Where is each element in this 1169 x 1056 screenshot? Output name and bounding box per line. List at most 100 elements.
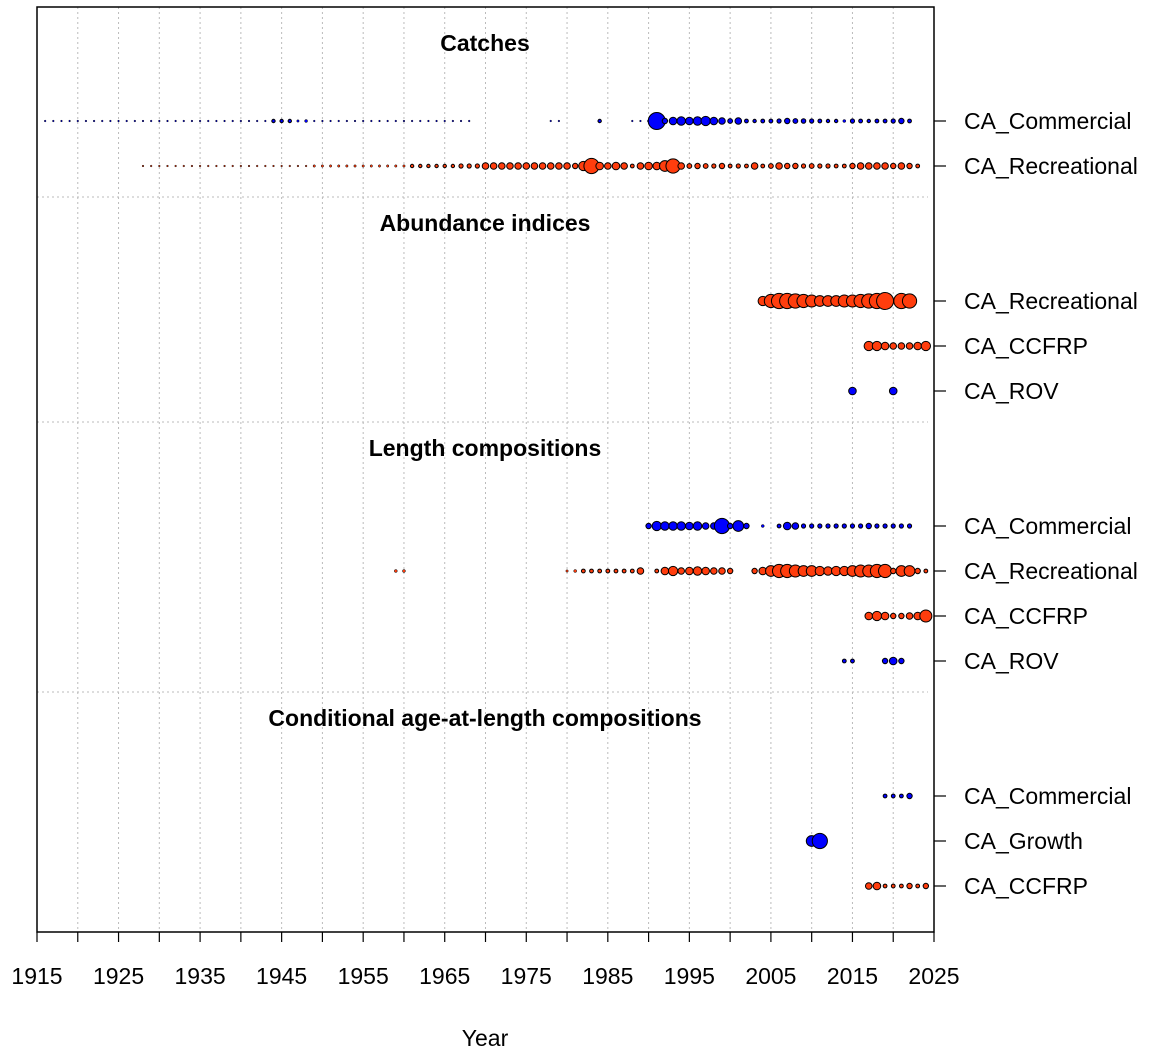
bubble	[231, 119, 234, 123]
bubble	[557, 119, 560, 123]
bubble	[898, 612, 905, 620]
bubble	[685, 566, 694, 576]
bubble	[166, 164, 169, 168]
bubble	[411, 119, 414, 123]
bubble	[565, 569, 569, 573]
bubble	[677, 162, 686, 170]
bubble	[817, 163, 823, 169]
bubble	[718, 162, 726, 170]
bubble	[305, 164, 308, 168]
bubble	[362, 119, 365, 123]
bubble	[874, 118, 880, 124]
bubble	[685, 116, 694, 126]
bubble	[304, 119, 308, 123]
bubble	[882, 523, 888, 529]
bubble	[386, 119, 389, 123]
bubble	[288, 164, 291, 168]
bubble	[743, 522, 750, 530]
bubble	[888, 656, 898, 666]
bubble	[841, 163, 847, 169]
bubble	[686, 163, 693, 169]
bubble	[636, 162, 645, 170]
bubble	[651, 520, 662, 532]
bubble	[660, 521, 670, 531]
bubble	[636, 567, 645, 575]
bubble	[409, 163, 415, 169]
bubble	[888, 386, 898, 396]
bubble	[555, 162, 563, 170]
bubble	[514, 162, 522, 170]
bubble	[589, 568, 594, 574]
bubble	[898, 117, 905, 125]
row-label: CA_Recreational	[964, 558, 1138, 584]
bubble	[817, 118, 823, 124]
bubble	[481, 162, 490, 170]
bubble	[256, 119, 259, 123]
bubble	[727, 163, 733, 169]
bubble	[207, 119, 210, 123]
bubble	[700, 115, 711, 127]
bubble	[572, 162, 579, 170]
bubble	[800, 523, 807, 529]
bubble	[451, 119, 454, 123]
bubble	[871, 340, 883, 352]
bubble	[353, 164, 357, 168]
bubble	[676, 116, 686, 126]
x-tick-label: 1935	[175, 963, 226, 989]
bubble	[644, 161, 653, 171]
bubble	[141, 119, 145, 123]
bubble	[923, 568, 929, 574]
bubble	[60, 119, 63, 123]
bubble	[76, 119, 79, 123]
bubble	[198, 119, 202, 123]
bubble	[915, 883, 921, 889]
bubble	[458, 163, 464, 169]
group-title: Length compositions	[369, 435, 602, 461]
bubble	[427, 119, 430, 123]
bubble	[842, 119, 847, 123]
bubble	[597, 568, 603, 574]
x-tick-label: 2015	[827, 963, 878, 989]
bubble	[402, 569, 406, 573]
bubble	[897, 342, 906, 350]
row-label: CA_Recreational	[964, 288, 1138, 314]
bubble	[906, 523, 913, 529]
bubble	[692, 566, 703, 576]
bubble	[880, 611, 890, 621]
bubble	[856, 162, 865, 170]
bubble	[874, 523, 880, 529]
bubble	[825, 163, 831, 169]
bubble	[573, 569, 577, 573]
bubble	[849, 162, 856, 170]
bubble	[685, 521, 694, 531]
bubble	[629, 163, 635, 169]
bubble	[732, 520, 745, 532]
bubble	[117, 119, 120, 123]
bubble	[215, 119, 218, 123]
bubble	[864, 162, 873, 170]
bubble	[279, 118, 284, 124]
bubble	[287, 118, 292, 124]
bubble	[506, 162, 514, 170]
bubble	[498, 162, 506, 170]
bubble	[434, 163, 439, 169]
bubble	[692, 521, 703, 531]
bubble	[920, 340, 932, 352]
bubble	[442, 163, 447, 169]
bubble	[889, 342, 898, 350]
bubble	[611, 161, 621, 171]
x-tick-label: 2005	[745, 963, 796, 989]
bubble	[345, 119, 348, 123]
bubble	[215, 164, 218, 168]
bubble	[906, 162, 913, 170]
bubble	[718, 567, 726, 575]
bubble	[620, 162, 628, 170]
bubble	[613, 568, 619, 574]
bubble	[701, 566, 710, 576]
bubble	[563, 162, 571, 170]
bubble	[744, 163, 749, 169]
bubble	[760, 118, 766, 124]
bubble	[468, 119, 471, 123]
bubble	[223, 119, 226, 123]
bubble	[231, 164, 234, 168]
